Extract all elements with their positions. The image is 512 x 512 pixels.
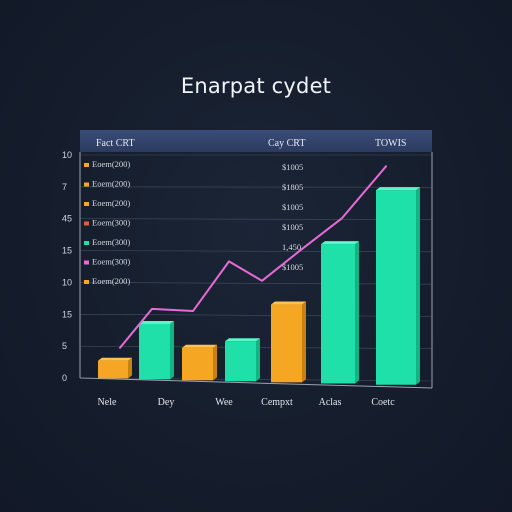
y-tick-label: 15 — [62, 309, 72, 319]
legend-swatch — [84, 221, 89, 226]
legend-label: Eoem(200) — [92, 198, 130, 208]
gridline — [79, 250, 433, 253]
header-col-3: TOWIS — [375, 138, 406, 149]
bar — [98, 357, 132, 379]
legend-label: Eoem(200) — [92, 159, 130, 169]
bar — [376, 187, 420, 385]
gridline — [79, 218, 433, 220]
legend-label: Eoem(200) — [92, 179, 130, 189]
gridlines — [79, 154, 433, 382]
x-tick-label: Cempxt — [261, 397, 293, 408]
line-point — [299, 249, 301, 252]
legend-swatch — [84, 182, 89, 187]
legend-value: $1005 — [282, 222, 303, 232]
chart-title: Enarpat cydet — [180, 74, 332, 98]
legend-swatch — [84, 280, 89, 284]
y-tick-label: 5 — [62, 341, 67, 351]
x-tick-label: Dey — [158, 397, 175, 408]
legend-value: $1005 — [282, 162, 303, 172]
legend-swatch — [84, 202, 89, 206]
x-tick-label: Wee — [215, 397, 233, 408]
legend-value: $1805 — [282, 182, 303, 192]
x-tick-label: Coetc — [371, 397, 395, 408]
line-path — [119, 165, 387, 349]
legend-swatch — [84, 260, 89, 265]
legend-label: Eoem(300) — [92, 218, 130, 228]
legend-value: 1,450 — [282, 242, 301, 252]
x-tick-label: Nele — [98, 397, 117, 408]
line-point — [385, 165, 387, 168]
legend-swatch — [84, 163, 89, 167]
legend-label: Eoem(300) — [92, 257, 130, 267]
bar — [225, 338, 260, 382]
legend-value: $1005 — [282, 202, 303, 212]
gridline — [79, 282, 433, 285]
bar — [182, 344, 217, 381]
legend-label: Eoem(300) — [92, 237, 130, 247]
header-col-2: Cay CRT — [268, 138, 305, 149]
line-point — [341, 217, 343, 219]
bar — [321, 241, 359, 384]
line-point — [261, 280, 263, 282]
y-tick-label: 15 — [62, 246, 72, 256]
table-header-band — [80, 130, 432, 152]
gridline — [79, 313, 433, 317]
line-point — [151, 308, 153, 310]
line-series — [119, 165, 387, 349]
legend-values: $1005 $1805 $1005 $1005 1,450 $1005 — [282, 162, 303, 272]
header-col-1: Fact CRT — [96, 138, 135, 149]
bar — [271, 301, 306, 383]
y-tick-label: 10 — [62, 150, 72, 160]
x-tick-label: Aclas — [319, 397, 342, 408]
bar — [139, 321, 174, 380]
x-tick-labels: Nele Dey Wee Cempxt Aclas Coetc — [98, 397, 396, 408]
legend-swatch — [84, 241, 89, 245]
y-tick-label: 0 — [62, 373, 67, 383]
line-point — [119, 346, 121, 349]
legend: Eoem(200) Eoem(200) Eoem(200) Eoem(300) Eoem… — [84, 159, 130, 286]
line-point — [192, 310, 194, 312]
y-tick-labels: 10 7 45 15 10 15 5 0 — [62, 150, 72, 383]
line-point — [228, 260, 230, 263]
bars — [98, 187, 420, 385]
y-tick-label: 45 — [62, 214, 72, 224]
legend-label: Eoem(200) — [92, 276, 130, 286]
legend-value: $1005 — [282, 262, 303, 272]
y-tick-label: 7 — [62, 182, 67, 192]
y-tick-label: 10 — [62, 277, 72, 287]
